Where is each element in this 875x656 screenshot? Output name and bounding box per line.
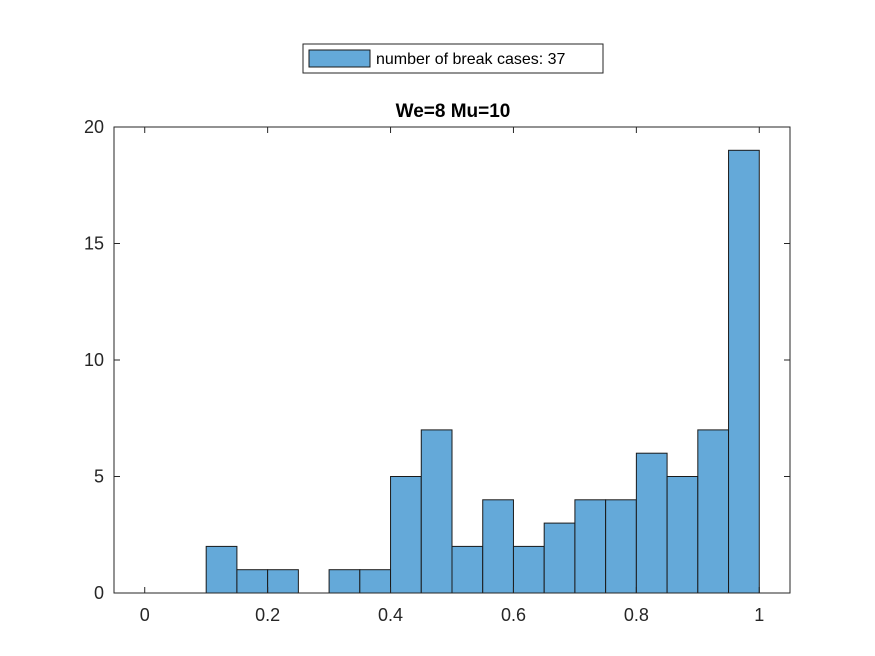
- y-axis: 0 5 10 15 20: [84, 117, 790, 603]
- histogram-bar: [574, 499, 607, 594]
- chart-title: We=8 Mu=10: [396, 101, 511, 122]
- histogram-bar: [666, 476, 699, 594]
- histogram-bar: [236, 569, 269, 594]
- histogram-bar: [267, 569, 299, 594]
- x-tick-label: 0.2: [255, 605, 280, 625]
- histogram-bar: [205, 545, 238, 594]
- histogram-bar: [728, 149, 760, 594]
- histogram-bar: [635, 452, 668, 594]
- x-tick-label: 0: [140, 605, 150, 625]
- legend: number of break cases: 37: [302, 43, 604, 74]
- bars-group: [205, 149, 760, 594]
- histogram-bar: [482, 499, 514, 594]
- y-tick-label: 15: [84, 234, 104, 254]
- histogram-bar: [512, 545, 545, 594]
- histogram-bar: [420, 429, 453, 594]
- histogram-bar: [390, 476, 422, 594]
- histogram-bar: [543, 522, 576, 594]
- y-tick-label: 10: [84, 350, 104, 370]
- histogram-bar: [451, 545, 484, 594]
- histogram-bar: [328, 569, 361, 594]
- y-tick-label: 20: [84, 117, 104, 137]
- y-tick-label: 5: [94, 467, 104, 487]
- legend-swatch: [308, 49, 371, 68]
- histogram-bar: [359, 569, 392, 594]
- legend-entry-label: number of break cases: 37: [376, 51, 566, 68]
- x-tick-label: 0.6: [501, 605, 526, 625]
- x-axis: 0 0.2 0.4 0.6 0.8 1: [140, 127, 764, 625]
- x-tick-label: 0.4: [378, 605, 403, 625]
- histogram-bar: [697, 429, 730, 594]
- histogram-bar: [605, 499, 637, 594]
- x-tick-label: 1: [754, 605, 764, 625]
- x-tick-label: 0.8: [624, 605, 649, 625]
- y-tick-label: 0: [94, 583, 104, 603]
